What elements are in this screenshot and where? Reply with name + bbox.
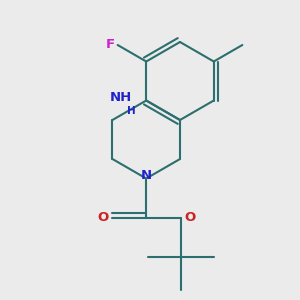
Text: O: O bbox=[97, 211, 108, 224]
Text: H: H bbox=[127, 106, 136, 116]
Text: F: F bbox=[106, 38, 115, 52]
Text: O: O bbox=[184, 211, 195, 224]
Text: N: N bbox=[141, 169, 152, 182]
Text: NH: NH bbox=[110, 91, 132, 104]
